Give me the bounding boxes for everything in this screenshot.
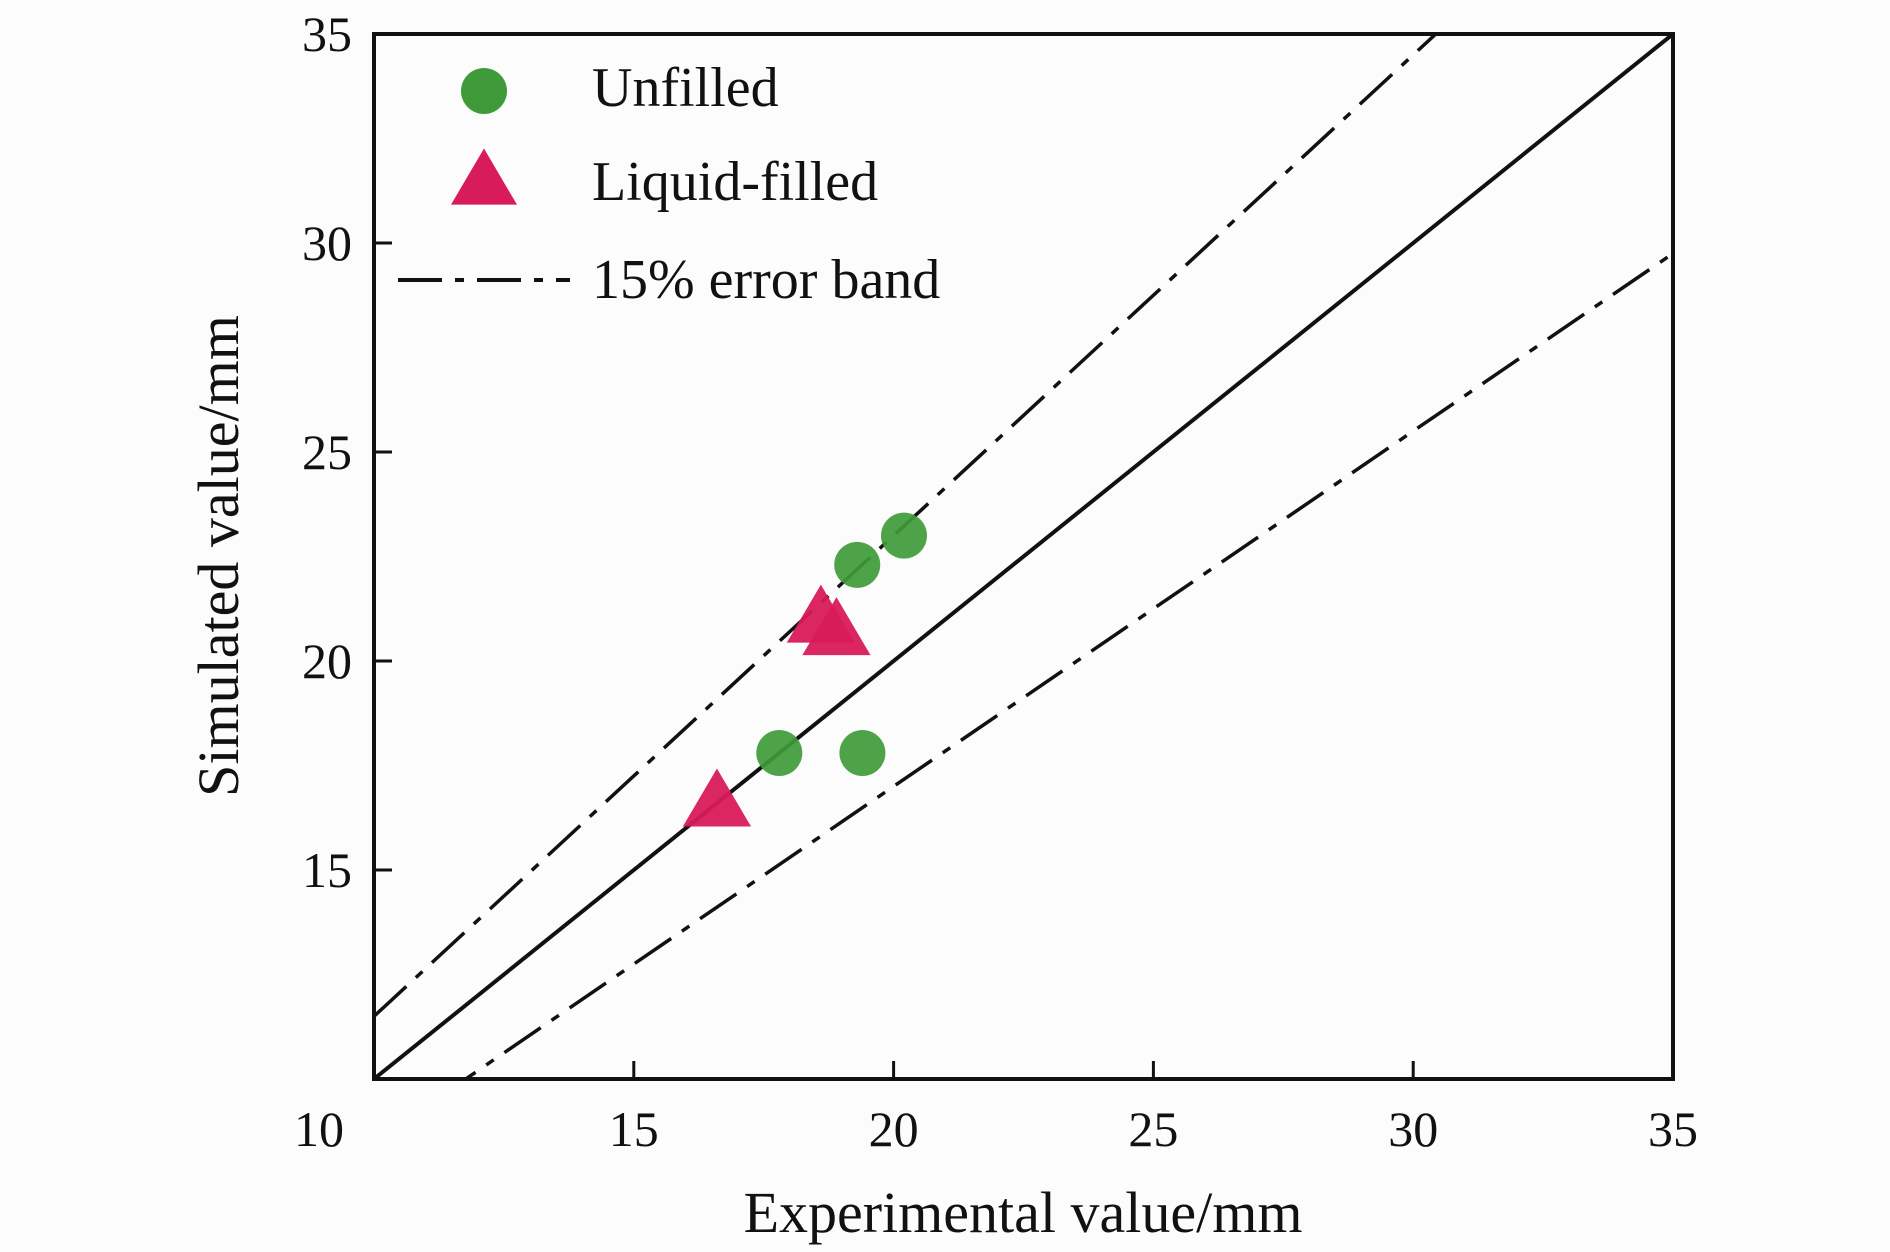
y-tick-label: 25: [302, 424, 352, 480]
legend-swatch-liquid-filled: [451, 148, 517, 205]
y-tick-label: 20: [302, 633, 352, 689]
unfilled-point: [839, 729, 886, 776]
x-axis-label: Experimental value/mm: [744, 1180, 1303, 1245]
x-tick-label: 35: [1648, 1101, 1698, 1157]
parity-line: [374, 34, 1673, 1079]
legend-swatch-unfilled: [461, 68, 507, 114]
liquid-filled-point: [802, 597, 871, 656]
legend-label-error-band: 15% error band: [592, 249, 940, 311]
reference-lines: [374, 34, 1673, 1079]
x-tick-label: 15: [609, 1101, 659, 1157]
y-tick-label: 15: [302, 842, 352, 898]
y-tick-label: 30: [302, 215, 352, 271]
y-axis-label: Simulated value/mm: [186, 315, 251, 797]
x-axis-ticks: 10 15 20 25 30 35: [294, 1061, 1698, 1157]
x-tick-label: 10: [294, 1101, 344, 1157]
unfilled-point: [756, 729, 803, 776]
error-band-line-2: [462, 252, 1673, 1079]
data-markers: [682, 512, 927, 827]
legend-label-unfilled: Unfilled: [592, 57, 779, 119]
x-tick-label: 25: [1128, 1101, 1178, 1157]
x-tick-label: 20: [869, 1101, 919, 1157]
y-tick-label: 35: [302, 6, 352, 62]
error-band-line-1: [374, 34, 1439, 1018]
legend: Unfilled Liquid-filled 15% error band: [398, 57, 940, 311]
legend-label-liquid-filled: Liquid-filled: [592, 151, 878, 213]
y-axis-ticks: 15 20 25 30 35: [302, 6, 392, 898]
liquid-filled-point: [682, 768, 752, 827]
unfilled-point: [834, 541, 881, 588]
x-tick-label: 30: [1388, 1101, 1438, 1157]
unfilled-point: [880, 512, 927, 559]
plot-frame: [372, 32, 1675, 1081]
